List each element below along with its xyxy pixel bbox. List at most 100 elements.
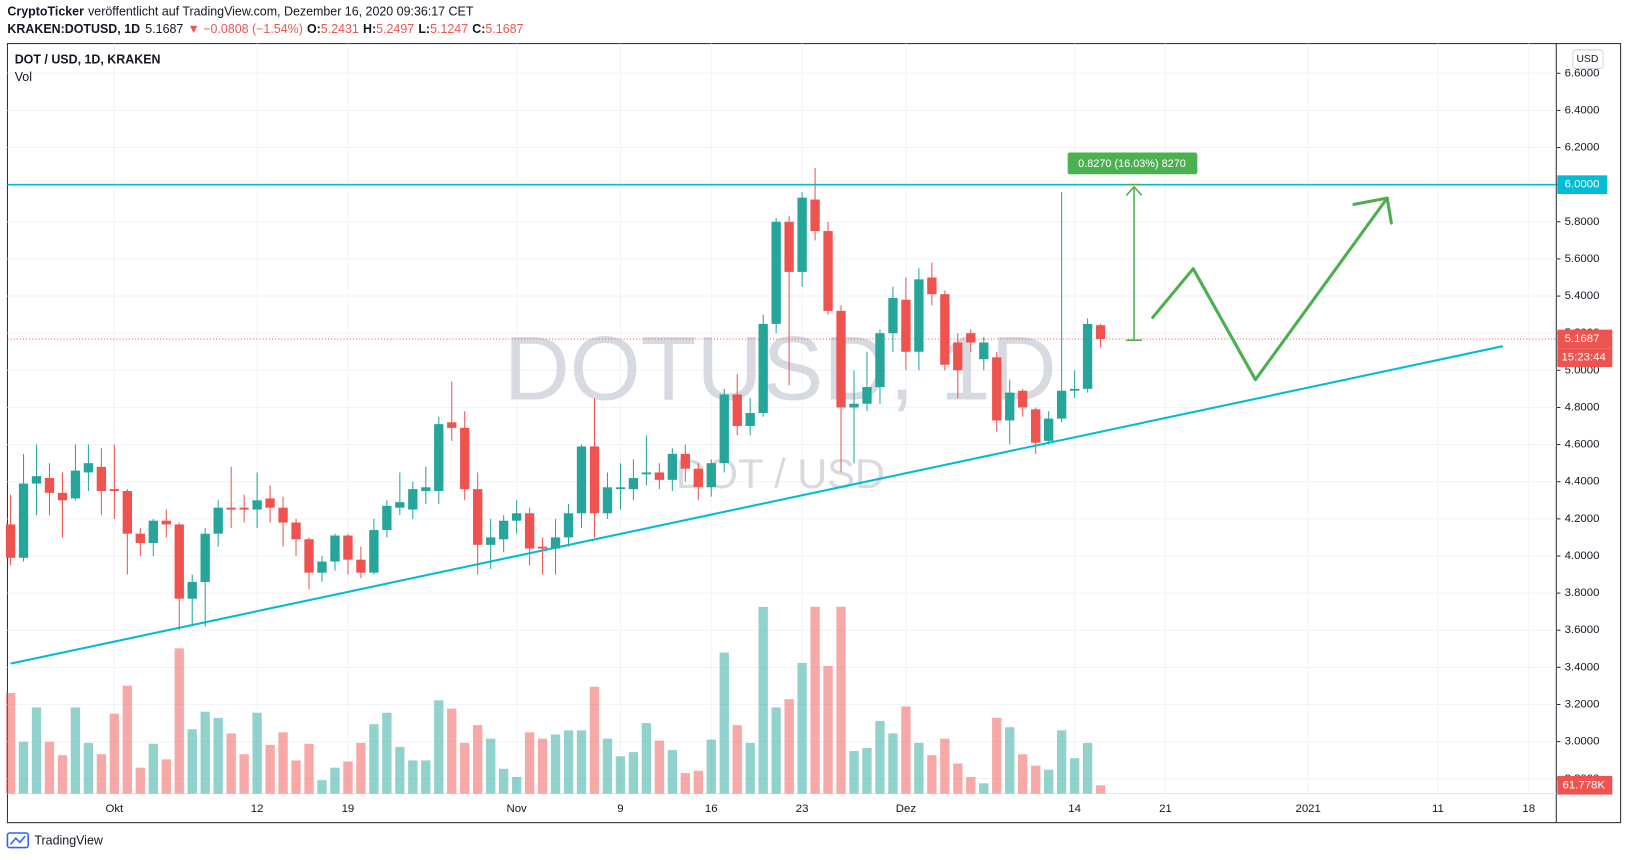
volume-bar [1043,769,1054,794]
candle-body [992,357,1002,421]
candle-body [875,333,885,388]
volume-bar [758,606,768,794]
volume-bar [83,742,94,794]
volume-bar [576,730,587,794]
volume-tag-label: 61.778K [1562,779,1605,791]
candle-body [732,394,742,427]
volume-bar [511,776,522,794]
trend-line [10,345,1504,665]
candle-body [615,487,626,490]
candle-body [226,507,236,510]
candle-body [213,507,223,534]
candle-body [771,221,781,324]
candle-body [810,199,820,232]
volume-bar [109,713,120,794]
candle-body [330,535,340,562]
volume-bar [563,730,574,794]
currency[interactable]: USD [1576,54,1598,65]
x-tick-label: 2021 [1295,803,1320,815]
x-tick-label: 18 [1522,803,1535,815]
volume-bar [356,742,366,794]
volume-bar [369,724,379,794]
candle-body [408,489,418,510]
candle-body [96,466,107,491]
candle-body [109,489,120,491]
volume-bar [654,740,665,794]
volume-bar [226,733,236,794]
volume-bar [732,725,742,794]
candle-body [473,489,483,545]
legend-volume: Vol [15,70,32,84]
volume-bar [901,706,911,794]
candle-body [784,221,794,272]
volume-bar [200,711,210,794]
candle-body [797,197,807,272]
candle-body [1018,390,1028,408]
candle-body [5,524,16,558]
candle-body [18,483,29,558]
countdown-label: 15:23:44 [1561,352,1606,364]
legend-series: DOT / USD, 1D, KRAKEN [15,52,161,66]
candle-body [1043,418,1054,441]
y-tick-label: 4.6000 [1565,439,1600,451]
candle-body [836,310,846,408]
candle-body [602,487,613,514]
volume-bar [888,733,898,794]
volume-bar [862,747,872,794]
volume-bar [1056,730,1067,794]
volume-bar [966,776,976,794]
volume-bar [252,712,262,794]
volume-bar [122,685,133,794]
volume-bar [992,717,1002,794]
ohlc-label: C: [472,22,485,36]
candle-body [83,463,94,473]
y-tick-label: 4.0000 [1565,550,1600,562]
ohlc-value: 5.2497 [376,22,414,36]
y-tick-label: 5.6000 [1565,253,1600,265]
x-tick-label: 16 [705,803,718,815]
volume-bar [1018,754,1028,794]
candle-body [498,520,509,540]
volume-bar [213,717,223,794]
volume-bar [44,741,55,794]
currency-box[interactable] [1572,49,1604,69]
candle-body [135,533,145,543]
candle-body [758,323,768,414]
candle-body [524,513,535,549]
measure-label: 0.8270 (16.03%) 8270 [1078,158,1186,170]
volume-bar [447,708,457,794]
candle-body [654,472,665,480]
volume-bar [317,780,327,794]
volume-bars [5,606,1106,794]
volume-bar [498,768,509,794]
measure-label-box [1067,152,1198,175]
candle-body [356,559,366,573]
volume-bar [745,742,755,794]
y-tick-label: 4.2000 [1565,513,1600,525]
volume-bar [408,760,418,794]
candle-body [589,446,600,514]
volume-bar [615,756,626,794]
volume-bar [421,760,431,794]
volume-bar [278,732,288,794]
volume-bar [1005,727,1015,794]
ohlc-value: 5.2431 [321,22,359,36]
candle-body [200,533,210,582]
volume-bar [706,739,716,794]
hline-tag [1557,175,1608,195]
publisher: CryptoTicker [7,5,84,19]
candle-body [849,403,859,408]
publish-info: veröffentlicht auf TradingView.com, Deze… [88,5,474,19]
candle-body [953,342,963,371]
symbol: KRAKEN:DOTUSD, 1D [7,22,140,36]
candle-body [343,535,353,560]
volume-bar [31,707,42,794]
logo-line [9,835,26,845]
volume-tag [1557,775,1613,795]
candle-body [382,505,392,530]
volume-bar [265,744,275,794]
annotations [1126,183,1393,382]
volume-bar [875,720,885,794]
candle-body [823,231,833,311]
